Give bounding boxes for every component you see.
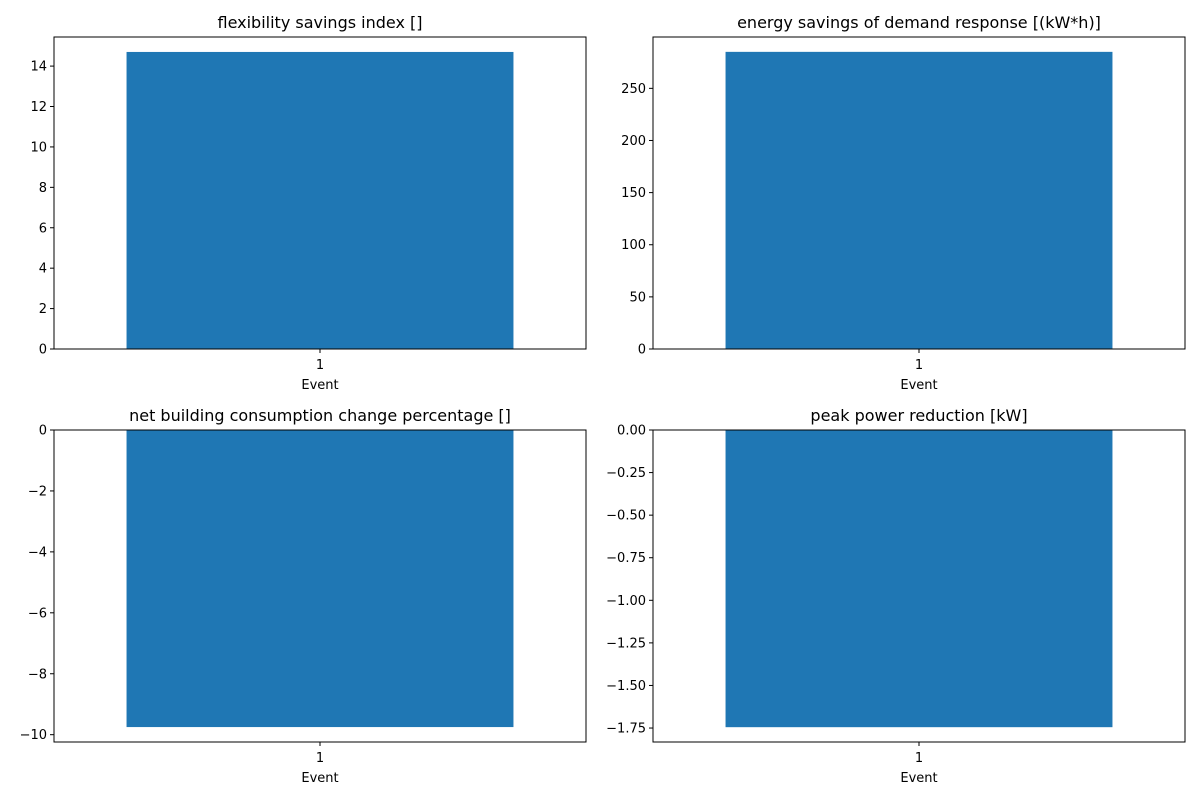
y-tick-label: −6 (28, 606, 47, 621)
x-tick-label: 1 (915, 358, 923, 373)
y-tick-label: −0.50 (606, 509, 646, 524)
y-tick-label: −10 (20, 728, 47, 743)
bar-1 (126, 430, 514, 728)
y-tick-label: 0 (39, 343, 47, 358)
y-tick-label: 12 (30, 100, 47, 115)
x-axis-label: Event (301, 378, 338, 393)
y-tick-label: −0.25 (606, 466, 646, 481)
bar-1 (725, 51, 1113, 349)
y-tick-label: −1.50 (606, 679, 646, 694)
x-tick-label: 1 (316, 358, 324, 373)
y-tick-label: −1.00 (606, 594, 646, 609)
x-axis-label: Event (900, 378, 937, 393)
bar-1 (725, 430, 1113, 728)
y-tick-label: 0 (39, 424, 47, 439)
y-tick-label: −4 (28, 545, 47, 560)
y-tick-label: 50 (629, 290, 646, 305)
chart-title: peak power reduction [kW] (810, 406, 1027, 425)
bar-1 (126, 51, 514, 349)
y-tick-label: −8 (28, 667, 47, 682)
y-tick-label: 100 (621, 238, 646, 253)
y-tick-label: −2 (28, 484, 47, 499)
x-tick-label: 1 (316, 751, 324, 766)
y-tick-label: 0 (638, 343, 646, 358)
x-axis-label: Event (301, 771, 338, 786)
y-tick-label: 4 (39, 262, 47, 277)
chart-panel-2: 0 50 100 150 200 250 1 Event energy savings of d… (621, 13, 1186, 393)
y-tick-label: 0.00 (617, 424, 646, 439)
y-tick-label: −1.25 (606, 636, 646, 651)
x-axis-label: Event (900, 771, 937, 786)
y-tick-label: 6 (39, 221, 47, 236)
y-tick-label: 14 (30, 60, 47, 75)
y-tick-label: 250 (621, 82, 646, 97)
y-tick-label: −1.75 (606, 722, 646, 737)
chart-title: net building consumption change percenta… (129, 406, 511, 425)
x-tick-label: 1 (915, 751, 923, 766)
y-tick-label: −0.75 (606, 551, 646, 566)
chart-panel-3: 0 −2 −4 −6 −8 −10 1 Event net building consumpti… (20, 406, 587, 786)
y-tick-label: 10 (30, 140, 47, 155)
chart-panel-4: 0.00 −0.25 −0.50 −0.75 −1.00 −1.25 −1.50 −1.75 1… (606, 406, 1186, 786)
y-tick-label: 8 (39, 181, 47, 196)
chart-title: energy savings of demand response [(kW*h… (737, 13, 1101, 32)
chart-panel-1: 0 2 4 6 8 10 12 14 1 Event flexibility savings ind… (30, 13, 587, 393)
y-tick-label: 150 (621, 186, 646, 201)
y-tick-label: 2 (39, 302, 47, 317)
chart-title: flexibility savings index [] (218, 13, 423, 32)
y-tick-label: 200 (621, 134, 646, 149)
